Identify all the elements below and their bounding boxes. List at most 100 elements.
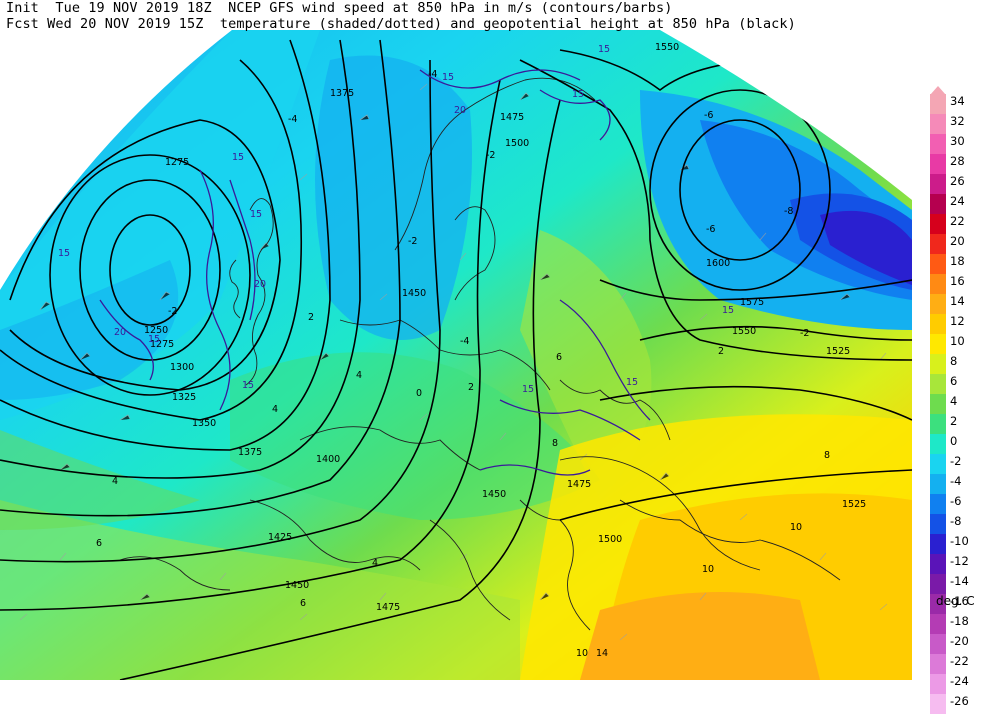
temp-label: -6 (704, 110, 713, 121)
height-label: 1600 (706, 258, 730, 269)
legend-swatch (930, 494, 946, 514)
height-label: 1525 (842, 499, 866, 510)
temp-label: 0 (416, 388, 422, 399)
height-label: 1475 (567, 479, 591, 490)
wind-label: 20 (454, 105, 466, 116)
legend-label: 26 (950, 174, 965, 188)
legend-label: 10 (950, 334, 965, 348)
legend-label: -2 (950, 454, 962, 468)
height-label: 1450 (482, 489, 506, 500)
height-label: 1475 (500, 112, 524, 123)
height-label: 1350 (192, 418, 216, 429)
wind-label: 15 (250, 209, 262, 220)
header-forecast-line: Fcst Wed 20 NOV 2019 15Z temperature (sh… (6, 16, 796, 32)
legend-swatch (930, 454, 946, 474)
legend-label: -16 (950, 594, 969, 608)
legend-swatch (930, 414, 946, 434)
legend-label: -12 (950, 554, 969, 568)
temp-label: -2 (486, 150, 495, 161)
legend-swatch (930, 614, 946, 634)
wind-label: 15 (598, 44, 610, 55)
wind-label: 15 (572, 89, 584, 100)
wind-label: 15 (522, 384, 534, 395)
legend-swatch (930, 474, 946, 494)
temp-label: -2 (800, 328, 809, 339)
height-label: 1450 (285, 580, 309, 591)
temp-label: 6 (556, 352, 562, 363)
legend-swatch (930, 354, 946, 374)
temp-label: 2 (308, 312, 314, 323)
wind-label: 15 (242, 380, 254, 391)
legend-label: 24 (950, 194, 965, 208)
legend-swatch (930, 114, 946, 134)
height-label: 1275 (150, 339, 174, 350)
temp-label: 8 (552, 438, 558, 449)
legend-label: 2 (950, 414, 958, 428)
legend-label: 32 (950, 114, 965, 128)
temperature-labels: -4 -4 -6 -6 -8 -2 -2 -2 0 2 4 6 6 8 10 1… (96, 69, 830, 659)
temp-label: 4 (272, 404, 278, 415)
legend-label: 8 (950, 354, 958, 368)
legend-swatch (930, 534, 946, 554)
temp-label: -4 (460, 336, 469, 347)
legend-swatch (930, 654, 946, 674)
legend-label: -20 (950, 634, 969, 648)
height-label: 1500 (598, 534, 622, 545)
temp-label: 8 (824, 450, 830, 461)
height-label: 1400 (316, 454, 340, 465)
legend-swatch (930, 234, 946, 254)
temp-label: 2 (468, 382, 474, 393)
height-label: 1325 (172, 392, 196, 403)
legend-swatch (930, 214, 946, 234)
height-contours (0, 39, 912, 680)
height-label: 1525 (826, 346, 850, 357)
wind-label: 15 (722, 305, 734, 316)
height-label: 1575 (740, 297, 764, 308)
wind-label: 15 (626, 377, 638, 388)
header-init-line: Init Tue 19 NOV 2019 18Z NCEP GFS wind s… (6, 0, 673, 16)
wind-barbs (19, 83, 888, 641)
legend-label: 22 (950, 214, 965, 228)
wind-label: 15 (442, 72, 454, 83)
legend-label: 28 (950, 154, 965, 168)
legend-swatch (930, 334, 946, 354)
legend-swatch (930, 294, 946, 314)
height-label: 1250 (144, 325, 168, 336)
temp-label: 6 (300, 598, 306, 609)
legend-label: 14 (950, 294, 965, 308)
legend-label: -10 (950, 534, 969, 548)
temp-label: 2 (718, 346, 724, 357)
temp-label: 14 (596, 648, 608, 659)
legend-label: -24 (950, 674, 969, 688)
legend-label: -26 (950, 694, 969, 708)
temp-label: -4 (428, 69, 437, 80)
legend-label: 4 (950, 394, 958, 408)
temperature-field (0, 30, 912, 680)
temp-label: 4 (112, 476, 118, 487)
temp-label: -2 (168, 306, 177, 317)
height-label: 1475 (376, 602, 400, 613)
temp-label: 4 (372, 558, 378, 569)
legend-swatch (930, 174, 946, 194)
temp-label: 6 (96, 538, 102, 549)
temperature-legend: 34 32 30 28 26 24 22 20 18 16 14 12 10 8 6 4 2 0 -2 -4 -6 -8-… (926, 86, 1000, 714)
height-label: 1275 (165, 157, 189, 168)
temp-label: -8 (784, 206, 793, 217)
legend-label: 6 (950, 374, 958, 388)
legend-swatch (930, 94, 946, 114)
height-labels: 1275 1375 1475 1500 1550 1600 1575 1550 … (144, 42, 866, 613)
legend-top-arrow (930, 86, 946, 95)
legend-swatch (930, 194, 946, 214)
wind-labels: 15 15 20 15 15 15 20 15 20 15 15 15 15 1… (58, 44, 734, 395)
height-label: 1450 (402, 288, 426, 299)
legend-swatch (930, 254, 946, 274)
temp-label: -2 (408, 236, 417, 247)
legend-label: -14 (950, 574, 969, 588)
height-label: 1425 (268, 532, 292, 543)
temp-label: 4 (356, 370, 362, 381)
legend-swatch (930, 554, 946, 574)
legend-label: 16 (950, 274, 965, 288)
legend-label: -22 (950, 654, 969, 668)
temp-label: 10 (702, 564, 714, 575)
legend-swatch (930, 274, 946, 294)
